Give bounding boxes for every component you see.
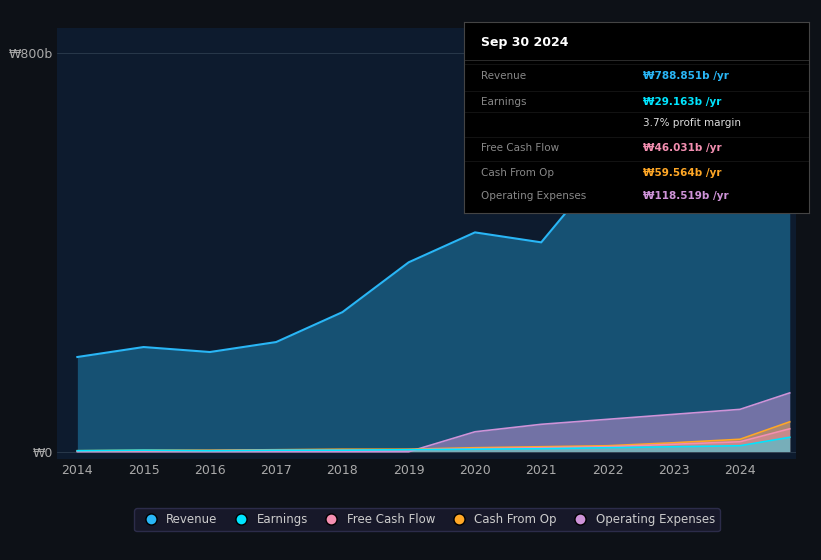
Text: ₩29.163b /yr: ₩29.163b /yr: [643, 97, 722, 108]
Text: ₩59.564b /yr: ₩59.564b /yr: [643, 168, 722, 178]
Text: Operating Expenses: Operating Expenses: [481, 190, 586, 200]
Text: Free Cash Flow: Free Cash Flow: [481, 143, 559, 153]
Text: ₩46.031b /yr: ₩46.031b /yr: [643, 143, 722, 153]
Text: ₩788.851b /yr: ₩788.851b /yr: [643, 71, 729, 81]
Text: Revenue: Revenue: [481, 71, 526, 81]
Text: Earnings: Earnings: [481, 97, 526, 108]
Legend: Revenue, Earnings, Free Cash Flow, Cash From Op, Operating Expenses: Revenue, Earnings, Free Cash Flow, Cash …: [135, 508, 719, 531]
Text: Sep 30 2024: Sep 30 2024: [481, 36, 569, 49]
Text: Cash From Op: Cash From Op: [481, 168, 554, 178]
Text: ₩118.519b /yr: ₩118.519b /yr: [643, 190, 729, 200]
Text: 3.7% profit margin: 3.7% profit margin: [643, 118, 741, 128]
